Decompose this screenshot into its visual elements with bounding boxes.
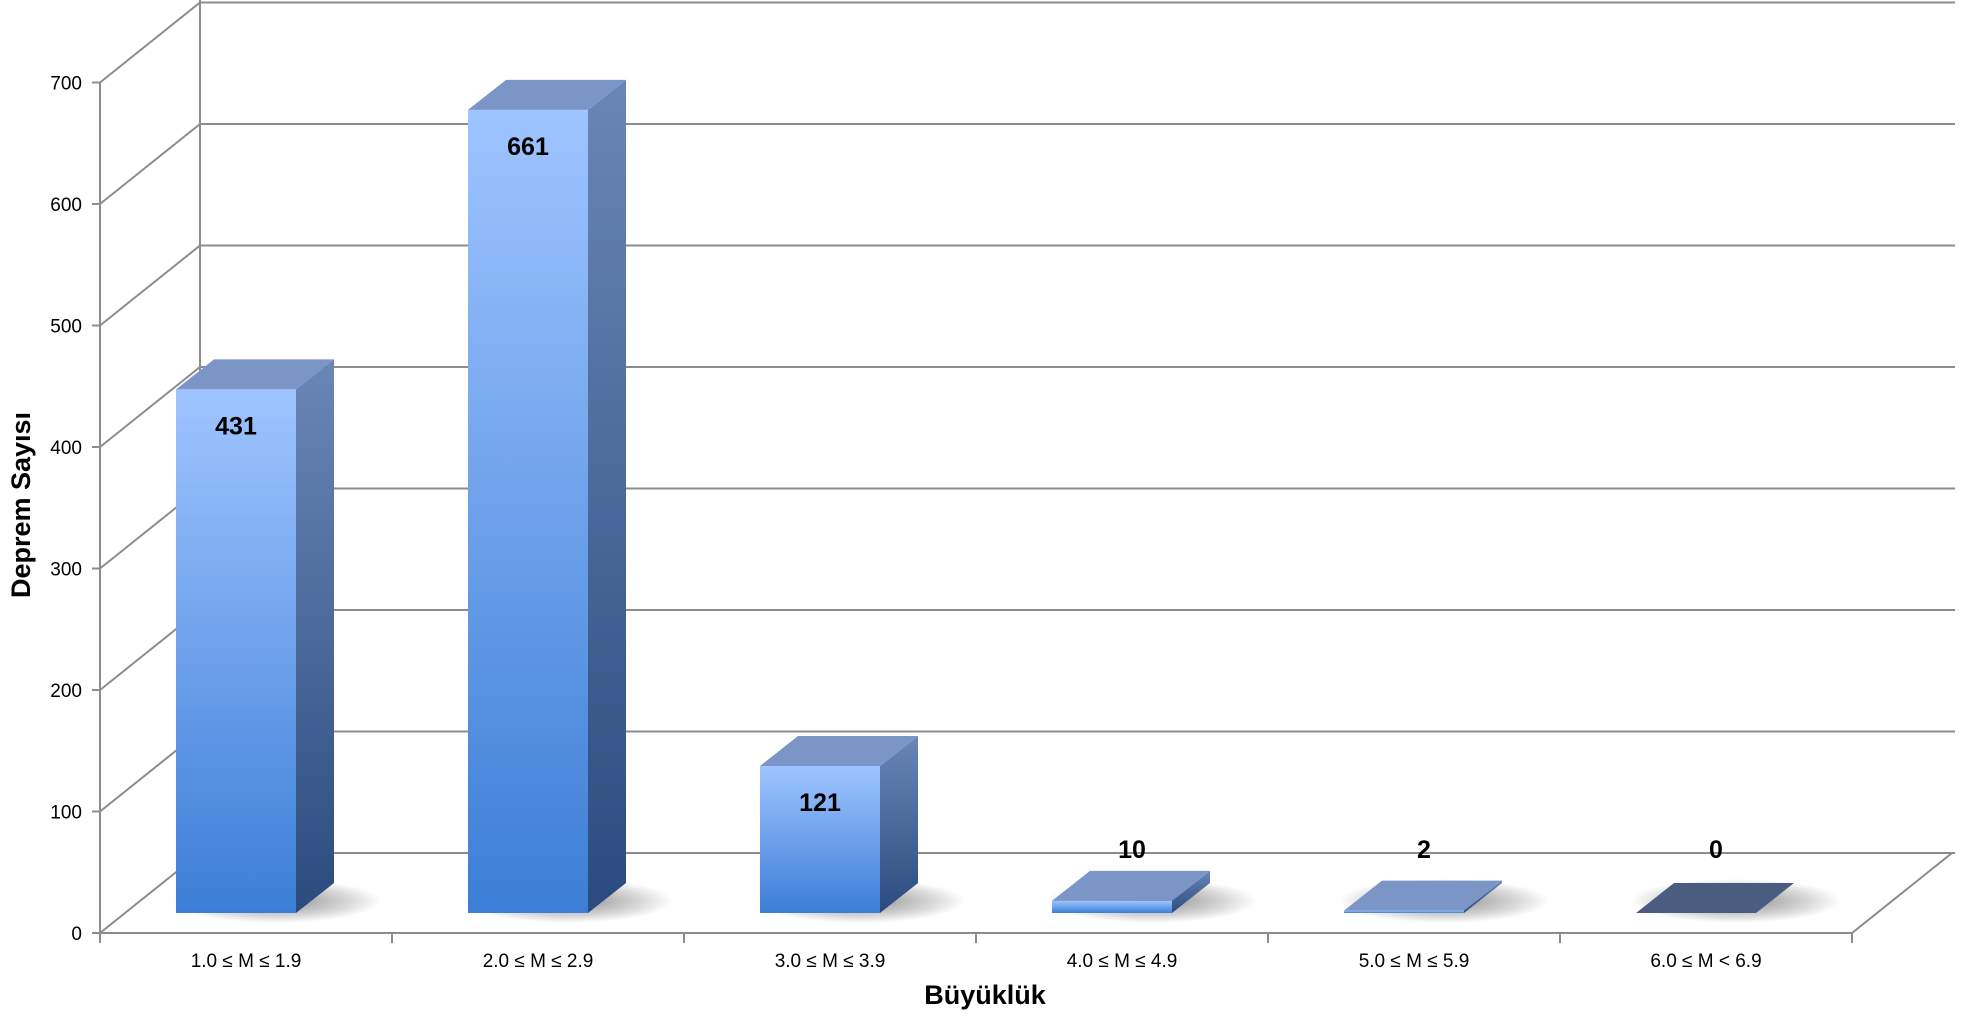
x-tick-label: 2.0 ≤ M ≤ 2.9 — [483, 951, 594, 972]
bar-top-face — [760, 735, 918, 766]
x-axis-title: Büyüklük — [924, 980, 1047, 1010]
bar-front-face — [760, 765, 880, 913]
y-tick-label: 0 — [71, 924, 82, 945]
x-tick-label: 1.0 ≤ M ≤ 1.9 — [191, 951, 302, 972]
data-label: 661 — [507, 133, 549, 161]
x-tick-label: 3.0 ≤ M ≤ 3.9 — [775, 951, 886, 972]
bars — [171, 79, 1841, 923]
data-labels: 431 661 121 10 2 0 — [215, 133, 1723, 864]
bar-side-face — [1172, 870, 1210, 913]
y-tick-label: 100 — [50, 803, 82, 824]
bar-front-face — [176, 389, 296, 914]
y-tick-label: 700 — [50, 74, 82, 95]
bar-top-face — [468, 79, 626, 110]
bar — [176, 359, 334, 914]
y-tick-label: 400 — [50, 438, 82, 459]
y-axis-title: Deprem Sayısı — [6, 412, 36, 598]
data-label: 10 — [1118, 836, 1146, 864]
bar-front-face — [468, 109, 588, 913]
bar-top-face — [176, 359, 334, 390]
bar — [468, 79, 626, 913]
bar-front-face — [1344, 910, 1464, 913]
x-tick-label: 5.0 ≤ M ≤ 5.9 — [1359, 951, 1470, 972]
bar-side-face — [1464, 880, 1502, 913]
bar — [760, 735, 918, 913]
data-label: 2 — [1417, 836, 1431, 864]
y-tick-label: 600 — [50, 195, 82, 216]
gridline — [99, 123, 1955, 205]
gridlines — [99, 1, 1955, 934]
gridline — [99, 487, 1955, 570]
bar — [1344, 880, 1502, 913]
bar-side-face — [588, 79, 626, 913]
bar-side-face — [296, 359, 334, 914]
data-label: 121 — [799, 789, 841, 817]
bar — [1636, 883, 1794, 913]
gridline — [99, 1, 1955, 84]
y-tick-label: 200 — [50, 681, 82, 702]
x-tick-label: 6.0 ≤ M < 6.9 — [1650, 951, 1761, 972]
gridline — [99, 366, 1955, 448]
x-tick-label: 4.0 ≤ M ≤ 4.9 — [1067, 951, 1178, 972]
data-label: 431 — [215, 412, 257, 440]
bar — [1052, 870, 1210, 913]
gridline — [99, 244, 1955, 327]
data-label: 0 — [1709, 836, 1723, 864]
y-tick-label: 300 — [50, 560, 82, 581]
bar-top-face — [1052, 870, 1210, 901]
bar-top-face — [1636, 883, 1794, 913]
gridline — [99, 730, 1955, 813]
gridline — [99, 609, 1955, 691]
bar-front-face — [1052, 900, 1172, 913]
bar-top-face — [1344, 880, 1502, 911]
y-tick-label: 500 — [50, 317, 82, 338]
bar-side-face — [880, 735, 918, 913]
